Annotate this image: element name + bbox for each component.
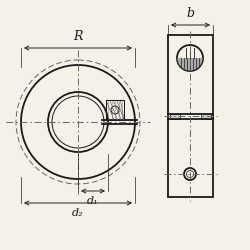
Bar <box>201 114 211 118</box>
Bar <box>106 100 124 120</box>
Text: b: b <box>186 7 194 20</box>
Text: d₁: d₁ <box>87 196 99 206</box>
Text: R: R <box>73 30 83 43</box>
Text: d₂: d₂ <box>72 208 84 218</box>
Bar <box>168 35 213 197</box>
Bar <box>170 114 180 118</box>
Wedge shape <box>178 58 203 70</box>
